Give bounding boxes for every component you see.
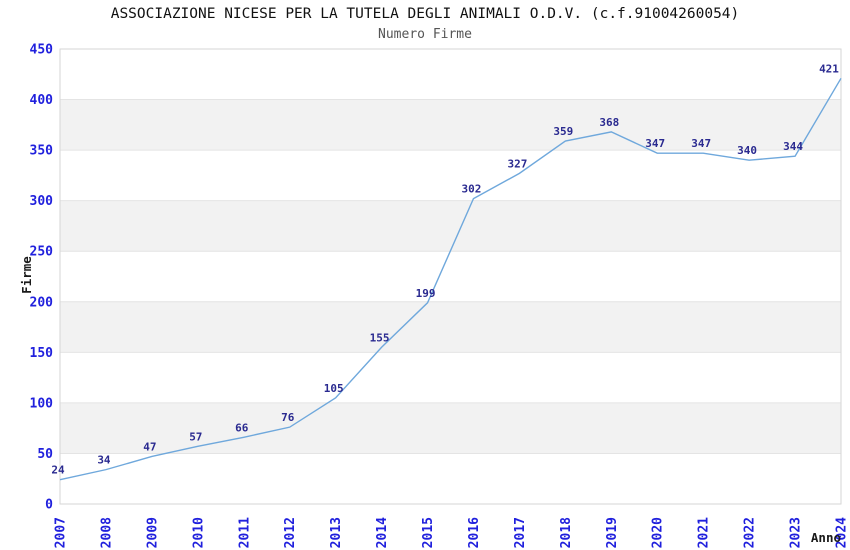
data-point-label: 421 [819, 62, 839, 75]
data-point-label: 34 [97, 454, 111, 467]
x-tick-label: 2014 [375, 517, 390, 548]
x-tick-label: 2010 [191, 517, 206, 548]
data-point-label: 347 [645, 137, 665, 150]
data-point-label: 359 [553, 125, 573, 138]
data-point-label: 344 [783, 140, 803, 153]
plot-band [60, 200, 841, 252]
y-tick-label: 350 [30, 144, 54, 159]
y-tick-label: 100 [30, 396, 54, 411]
plot-band [60, 99, 841, 151]
x-tick-label: 2012 [283, 517, 298, 548]
data-point-label: 66 [235, 421, 249, 434]
y-tick-label: 400 [30, 93, 54, 108]
y-tick-label: 150 [30, 346, 54, 361]
x-tick-label: 2008 [99, 517, 114, 548]
x-tick-label: 2019 [605, 517, 620, 548]
y-tick-label: 200 [30, 295, 54, 310]
data-point-label: 340 [737, 144, 757, 157]
chart-title: ASSOCIAZIONE NICESE PER LA TUTELA DEGLI … [110, 6, 740, 22]
data-point-label: 199 [416, 287, 436, 300]
x-tick-label: 2021 [697, 517, 712, 548]
x-tick-label: 2017 [513, 517, 528, 548]
y-tick-label: 300 [30, 194, 54, 209]
y-tick-label: 0 [45, 498, 53, 513]
data-point-label: 76 [281, 411, 295, 424]
data-point-label: 155 [370, 331, 390, 344]
plot-band [60, 251, 841, 302]
data-point-label: 302 [462, 183, 482, 196]
data-point-label: 327 [507, 157, 527, 170]
plot-band [60, 352, 841, 403]
trend-line [59, 77, 842, 481]
plot-band [60, 453, 841, 504]
x-tick-label: 2007 [54, 517, 69, 548]
data-point-label: 105 [324, 382, 344, 395]
plot-band [60, 150, 841, 201]
data-point-label: 368 [599, 116, 619, 129]
data-point-label: 347 [691, 137, 711, 150]
x-tick-label: 2018 [559, 517, 574, 548]
y-axis-title: Firme [19, 256, 34, 294]
chart-subtitle: Numero Firme [378, 27, 472, 42]
x-tick-label: 2013 [329, 517, 344, 548]
x-tick-label: 2023 [789, 517, 804, 548]
x-axis-title: Anno [810, 530, 841, 545]
x-tick-label: 2015 [421, 517, 436, 548]
x-tick-label: 2016 [467, 517, 482, 548]
y-tick-label: 250 [30, 245, 54, 260]
plot-border [59, 48, 842, 505]
plot-band [60, 49, 841, 100]
y-tick-label: 450 [30, 43, 54, 58]
x-tick-label: 2024 [835, 517, 850, 548]
plot-band [60, 402, 841, 454]
y-tick-label: 50 [37, 447, 53, 462]
plot-band [60, 301, 841, 353]
data-point-label: 24 [51, 464, 65, 477]
data-point-label: 57 [189, 430, 202, 443]
x-tick-label: 2009 [145, 517, 160, 548]
data-point-label: 47 [143, 440, 156, 453]
x-tick-label: 2022 [743, 517, 758, 548]
x-tick-label: 2020 [651, 517, 666, 548]
x-tick-label: 2011 [237, 517, 252, 548]
